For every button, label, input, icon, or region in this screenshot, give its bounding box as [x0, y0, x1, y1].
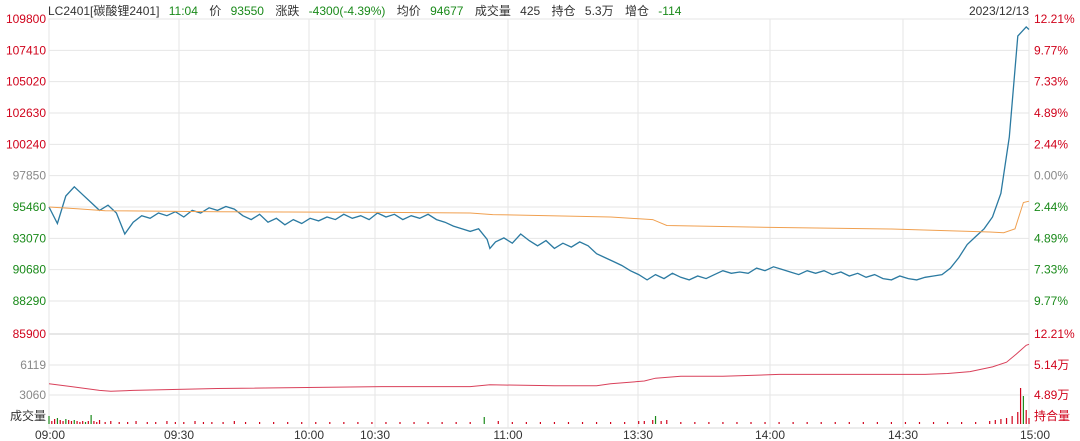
time: 11:04: [169, 4, 198, 18]
axis-labels: 109800 12.21% 107410 9.77% 105020 7.33% 102630…: [6, 12, 1075, 441]
price-tick-label: 100240: [6, 137, 46, 151]
price-tick-label: 88290: [13, 294, 47, 308]
pct-tick-label: 7.33%: [1034, 75, 1068, 89]
series-lines: [48, 25, 1030, 392]
oi-value: 5.3万: [585, 4, 614, 18]
volume-value: 425: [520, 4, 540, 18]
plot-frame: [48, 18, 1030, 429]
pct-tick-label: 0.00%: [1034, 169, 1068, 183]
oi-right-tick-label: 5.14万: [1034, 358, 1069, 372]
time-tick-label: 10:30: [360, 428, 390, 441]
time-tick-label: 09:30: [164, 428, 194, 441]
price-tick-label: 95460: [13, 200, 47, 214]
time-tick-label: 14:00: [755, 428, 785, 441]
pct-tick-label: 7.33%: [1034, 263, 1068, 277]
volume-axis-label: 成交量: [10, 408, 46, 423]
symbol: LC2401[碳酸锂2401]: [48, 3, 159, 18]
pct-tick-label: 12.21%: [1034, 12, 1075, 26]
pct-tick-label: 2.44%: [1034, 137, 1068, 151]
oi-left-tick-label: 6119: [20, 358, 46, 372]
price-tick-label: 109800: [6, 12, 46, 26]
change-label: 涨跌: [275, 3, 299, 18]
oi-left-tick-label: 85900: [13, 327, 47, 341]
price-tick-label: 102630: [6, 106, 46, 120]
price-tick-label: 105020: [6, 75, 46, 89]
avg-value: 94677: [430, 4, 464, 18]
oi-right-tick-label: 4.89万: [1034, 388, 1069, 402]
oi-axis-label: 持合量: [1034, 408, 1070, 423]
oi-right-tick-label: 12.21%: [1034, 327, 1075, 341]
avg-line: [48, 200, 1030, 234]
oi-left-tick-label: 3060: [19, 388, 46, 402]
time-tick-label: 13:30: [623, 428, 653, 441]
pct-tick-label: 4.89%: [1034, 231, 1068, 245]
pct-tick-label: 9.77%: [1034, 43, 1068, 57]
price-line: [48, 25, 1030, 281]
price-label: 价: [209, 4, 221, 18]
pct-tick-label: 9.77%: [1034, 294, 1068, 308]
time-tick-label: 11:00: [493, 428, 522, 441]
price-tick-label: 97850: [13, 169, 47, 183]
date: 2023/12/13: [969, 4, 1029, 18]
volume-label: 成交量: [475, 3, 511, 18]
time-tick-label: 09:00: [35, 428, 65, 441]
avg-label: 均价: [397, 4, 421, 18]
oi-change-label: 增仓: [625, 4, 649, 18]
change-value: -4300(-4.39%): [309, 4, 386, 18]
oi-label: 持仓: [552, 3, 576, 18]
oi-change-value: -114: [658, 4, 681, 18]
price-tick-label: 107410: [6, 43, 46, 57]
pct-tick-label: 4.89%: [1034, 106, 1068, 120]
pct-tick-label: 2.44%: [1034, 200, 1068, 214]
volume-bars: [48, 388, 1030, 424]
oi-line: [48, 343, 1030, 392]
header-line: LC2401[碳酸锂2401] 11:04 价 93550 涨跌 -4300(-…: [48, 3, 682, 18]
price-tick-label: 90680: [13, 263, 47, 277]
price-value: 93550: [231, 4, 265, 18]
time-tick-label: 10:00: [294, 428, 324, 441]
time-tick-label: 15:00: [1020, 428, 1050, 441]
grid: [48, 18, 1030, 429]
price-tick-label: 93070: [13, 231, 47, 245]
time-tick-label: 14:30: [888, 428, 918, 441]
